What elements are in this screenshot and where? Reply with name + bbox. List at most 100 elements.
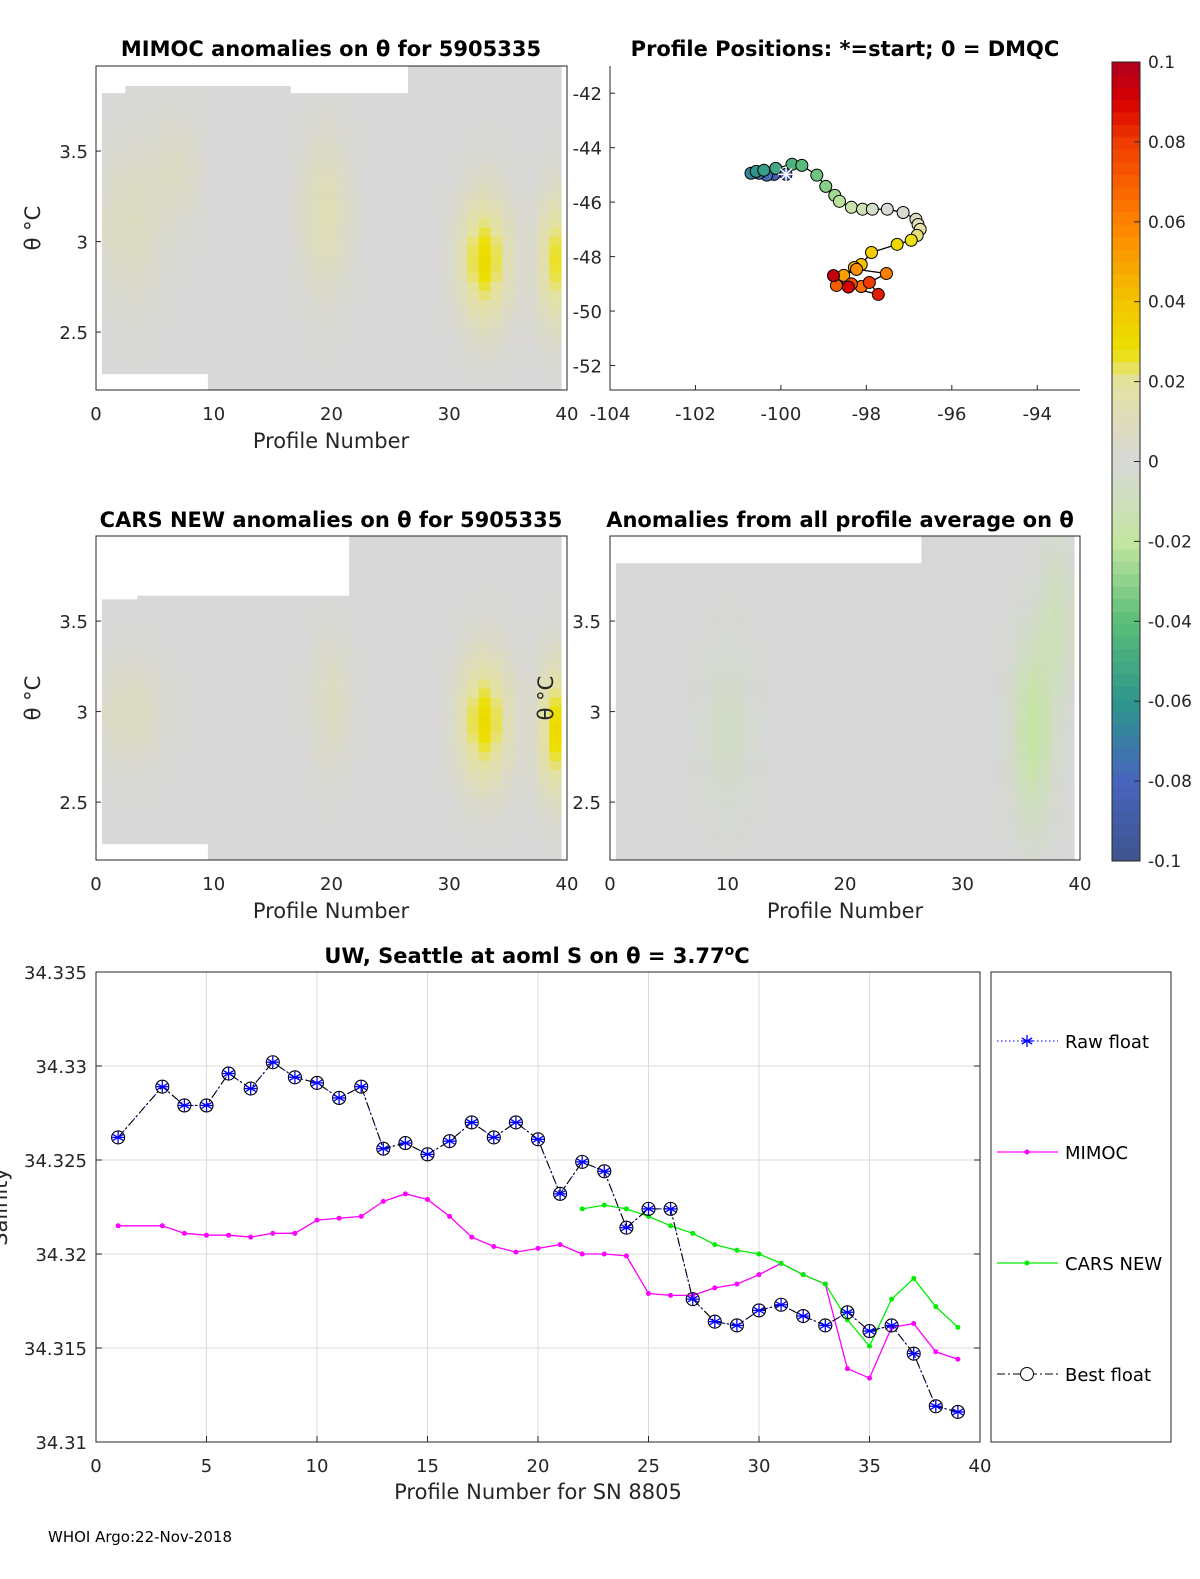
heatmap-cell	[443, 163, 456, 174]
heatmap-cell	[302, 326, 315, 337]
heatmap-cell	[1038, 850, 1052, 861]
heatmap-cell	[431, 380, 444, 391]
heatmap-cell	[490, 263, 503, 273]
heatmap-cell	[148, 346, 162, 357]
heatmap-cell	[184, 617, 197, 628]
colorbar-band	[1112, 473, 1140, 487]
heatmap-cell	[886, 751, 899, 761]
heatmap-cell	[862, 778, 875, 789]
heatmap-cell	[101, 301, 115, 311]
heatmap-cell	[466, 688, 480, 698]
heatmap-cell	[266, 272, 280, 282]
heatmap-cell	[148, 228, 162, 239]
heatmap-cell	[933, 733, 946, 743]
heatmap-cell	[443, 787, 456, 798]
heatmap-cell	[372, 814, 385, 825]
heatmap-cell	[549, 651, 562, 662]
positions-axes	[609, 66, 1080, 391]
heatmap-cell	[639, 669, 652, 680]
allavg-title: Anomalies from all profile average on θ	[606, 508, 1074, 532]
heatmap-cell	[780, 706, 793, 716]
heatmap-cell	[431, 832, 444, 843]
heatmap-cell	[514, 543, 527, 553]
heatmap-cell	[1015, 805, 1028, 816]
heatmap-cell	[956, 805, 969, 816]
heatmap-cell	[490, 371, 503, 382]
heatmap-cell	[137, 156, 150, 167]
heatmap-cell	[408, 615, 421, 626]
heatmap-cell	[219, 118, 232, 129]
heatmap-cell	[408, 254, 421, 264]
heatmap-cell	[372, 218, 385, 228]
heatmap-cell	[455, 751, 468, 761]
mimoc-point	[115, 1223, 121, 1229]
heatmap-cell	[1038, 751, 1052, 761]
heatmap-cell	[419, 145, 433, 156]
heatmap-cell	[278, 678, 291, 689]
heatmap-cell	[478, 172, 491, 183]
heatmap-cell	[384, 335, 397, 346]
heatmap-cell	[125, 744, 138, 754]
heatmap-cell	[721, 850, 734, 861]
heatmap-cell	[160, 662, 174, 673]
heatmap-cell	[396, 136, 409, 147]
heatmap-cell	[478, 733, 491, 743]
heatmap-cell	[862, 733, 875, 743]
heatmap-cell	[721, 642, 734, 653]
raw-float-point	[112, 1131, 125, 1144]
heatmap-cell	[850, 588, 864, 599]
heatmap-cell	[827, 669, 840, 680]
heatmap-cell	[909, 814, 922, 825]
heatmap-cell	[525, 154, 539, 165]
heatmap-cell	[615, 814, 629, 825]
heatmap-cell	[219, 660, 232, 671]
heatmap-cell	[514, 823, 527, 834]
heatmap-cell	[956, 787, 969, 798]
colorbar-band	[1112, 461, 1140, 475]
heatmap-cell	[514, 290, 527, 300]
heatmap-cell	[408, 118, 421, 129]
heatmap-cell	[921, 597, 934, 608]
allavg-xtick: 40	[1069, 874, 1092, 895]
heatmap-cell	[1015, 787, 1028, 798]
heatmap-cell	[639, 760, 652, 770]
heatmap-cell	[231, 796, 244, 807]
heatmap-cell	[1038, 832, 1052, 843]
heatmap-cell	[125, 93, 138, 103]
heatmap-cell	[478, 552, 491, 562]
raw-float-point	[532, 1133, 544, 1146]
heatmap-cell	[956, 688, 969, 698]
heatmap-cell	[290, 850, 303, 861]
heatmap-cell	[733, 606, 746, 617]
heatmap-cell	[549, 263, 562, 273]
heatmap-cell	[337, 163, 350, 174]
heatmap-cell	[443, 181, 456, 192]
heatmap-cell	[278, 362, 291, 373]
heatmap-cell	[455, 606, 468, 617]
heatmap-cell	[721, 688, 734, 698]
heatmap-cell	[337, 832, 350, 843]
heatmap-cell	[455, 66, 468, 74]
cars-ytick: 2.5	[59, 793, 88, 814]
heatmap-cell	[674, 615, 687, 626]
heatmap-cell	[1015, 588, 1028, 599]
heatmap-cell	[980, 805, 993, 816]
heatmap-cell	[944, 624, 958, 635]
heatmap-cell	[207, 850, 221, 861]
best-float-point	[751, 1303, 767, 1318]
heatmap-cell	[196, 85, 209, 94]
heatmap-cell	[455, 561, 468, 571]
heatmap-cell	[313, 796, 327, 807]
heatmap-cell	[219, 796, 232, 807]
heatmap-cell	[756, 742, 770, 752]
colorbar-band	[1112, 598, 1140, 612]
heatmap-cell	[502, 642, 515, 653]
heatmap-cell	[231, 172, 244, 183]
heatmap-cell	[478, 561, 491, 571]
heatmap-cell	[419, 624, 433, 635]
heatmap-cell	[160, 93, 174, 103]
heatmap-cell	[768, 805, 781, 816]
heatmap-cell	[502, 805, 515, 816]
heatmap-cell	[419, 199, 433, 210]
heatmap-cell	[1027, 624, 1040, 635]
